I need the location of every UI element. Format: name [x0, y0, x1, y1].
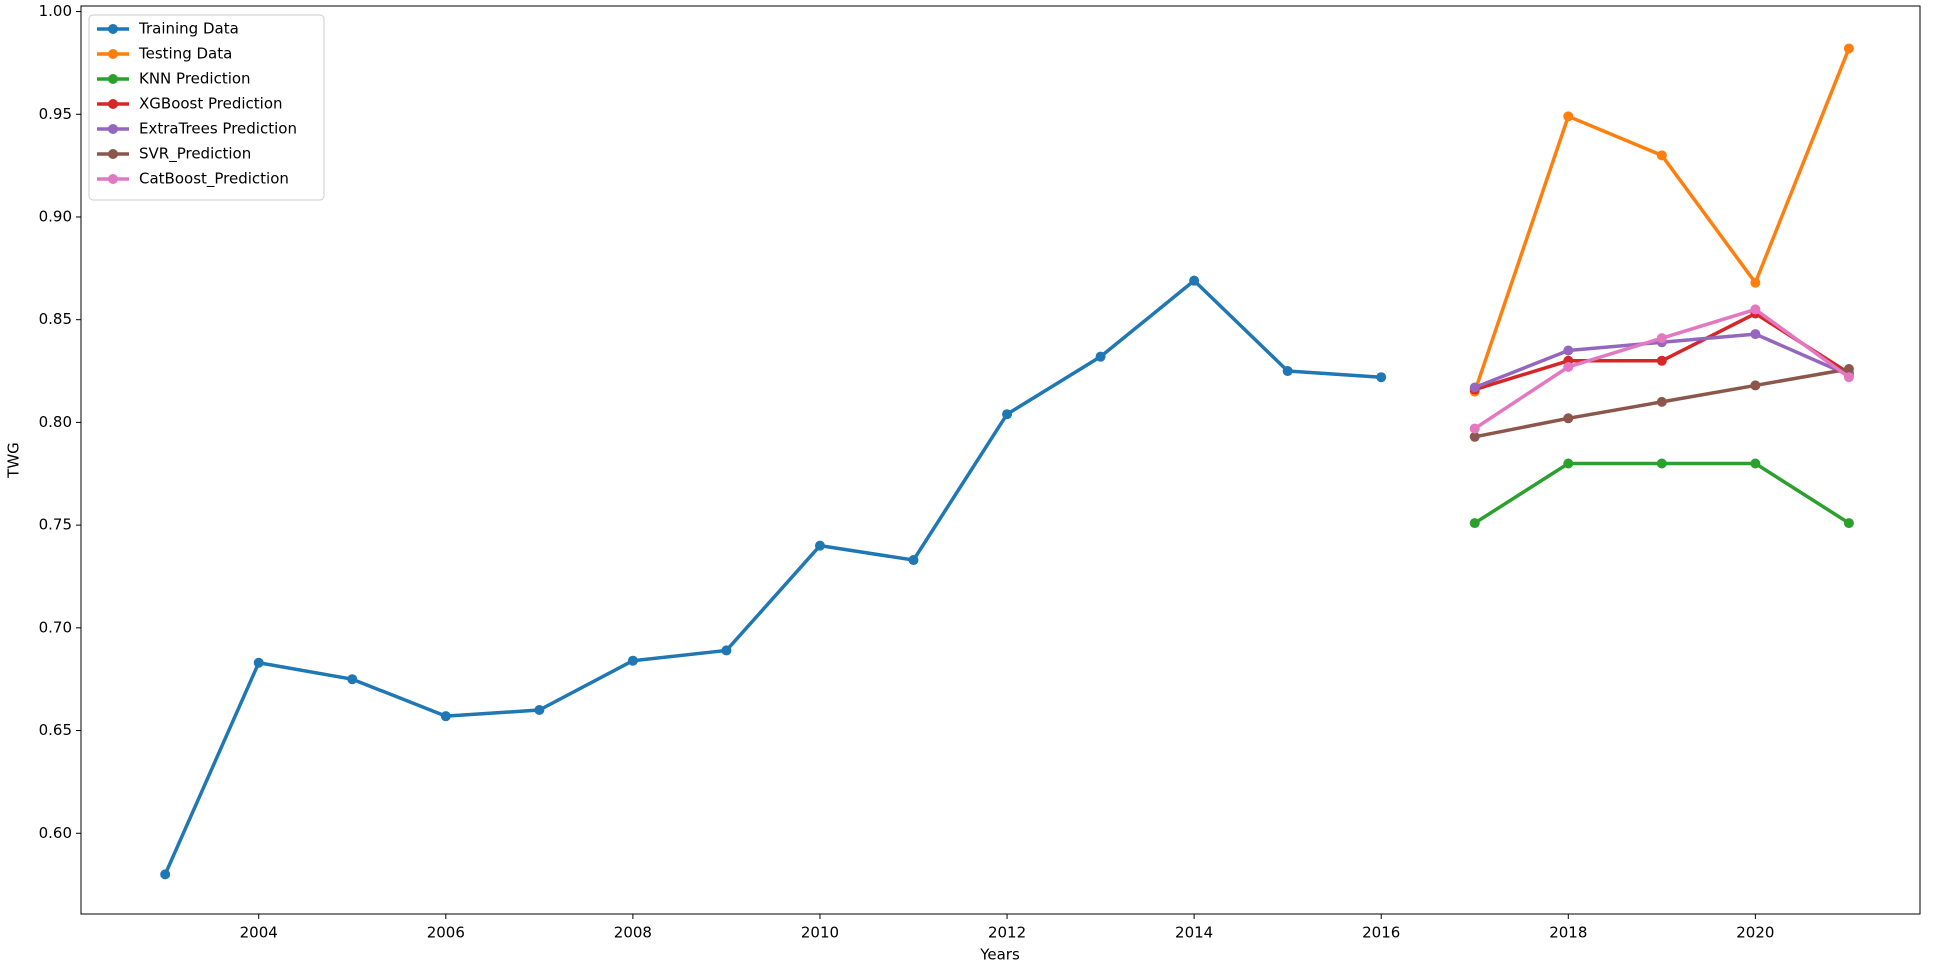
data-point: [1656, 396, 1667, 407]
data-point: [534, 705, 545, 716]
data-point: [1563, 413, 1574, 424]
data-point: [1563, 361, 1574, 372]
data-point: [440, 711, 451, 722]
y-tick-label: 0.60: [39, 824, 72, 842]
y-tick-label: 0.70: [39, 618, 72, 636]
y-tick-label: 1.00: [39, 2, 72, 20]
legend-marker: [108, 149, 118, 159]
data-point: [1189, 275, 1200, 286]
data-point: [1563, 458, 1574, 469]
data-point: [1656, 355, 1667, 366]
data-point: [1563, 345, 1574, 356]
data-point: [1469, 382, 1480, 393]
data-point: [1469, 431, 1480, 442]
data-point: [908, 555, 919, 566]
data-point: [1002, 409, 1013, 420]
data-point: [721, 645, 732, 656]
x-tick-label: 2010: [801, 924, 839, 942]
data-point: [1469, 423, 1480, 434]
data-point: [1282, 366, 1293, 377]
data-point: [1656, 458, 1667, 469]
data-point: [1843, 518, 1854, 529]
x-tick-label: 2018: [1549, 924, 1587, 942]
data-point: [1095, 351, 1106, 362]
data-point: [1843, 372, 1854, 383]
x-tick-label: 2008: [614, 924, 652, 942]
legend-marker: [108, 124, 118, 134]
legend-marker: [108, 49, 118, 59]
legend-label: CatBoost_Prediction: [139, 170, 289, 189]
data-point: [627, 655, 638, 666]
x-tick-label: 2014: [1175, 924, 1213, 942]
series-line: [1473, 307, 1850, 431]
legend-box: [88, 14, 325, 201]
data-point: [1656, 150, 1667, 161]
data-point: [253, 657, 264, 668]
y-tick-label: 0.85: [39, 310, 72, 328]
data-point: [1469, 518, 1480, 529]
legend-label: ExtraTrees Prediction: [139, 120, 297, 138]
x-tick-label: 2006: [427, 924, 465, 942]
data-point: [1750, 277, 1761, 288]
series-line: [163, 278, 1382, 876]
data-point: [1750, 329, 1761, 340]
data-point: [1843, 363, 1854, 374]
data-point: [814, 540, 825, 551]
y-tick-label: 0.65: [39, 721, 72, 739]
data-point: [1750, 304, 1761, 315]
x-tick-label: 2016: [1362, 924, 1400, 942]
x-axis-label: Years: [979, 946, 1020, 964]
x-tick-label: 2012: [988, 924, 1026, 942]
legend-marker: [108, 174, 118, 184]
data-point: [347, 674, 358, 685]
data-point: [1656, 333, 1667, 344]
legend-marker: [108, 99, 118, 109]
data-point: [1843, 43, 1854, 54]
legend-label: Training Data: [138, 20, 239, 38]
data-point: [160, 869, 171, 880]
x-tick-label: 2020: [1736, 924, 1774, 942]
data-point: [1750, 380, 1761, 391]
data-point: [1563, 111, 1574, 122]
legend-label: Testing Data: [138, 45, 232, 63]
data-point: [1376, 372, 1387, 383]
legend-label: SVR_Prediction: [139, 145, 251, 164]
data-point: [1750, 458, 1761, 469]
y-tick-label: 0.75: [39, 516, 72, 534]
y-tick-label: 0.90: [39, 207, 72, 225]
x-tick-label: 2004: [240, 924, 278, 942]
legend-marker: [108, 24, 118, 34]
series-line: [1473, 461, 1850, 525]
legend-marker: [108, 74, 118, 84]
legend-label: XGBoost Prediction: [139, 95, 283, 113]
plot-frame: [80, 5, 1921, 915]
legend-label: KNN Prediction: [139, 70, 251, 88]
y-axis-label: TWG: [5, 442, 23, 479]
y-tick-label: 0.95: [39, 105, 72, 123]
y-tick-label: 0.80: [39, 413, 72, 431]
